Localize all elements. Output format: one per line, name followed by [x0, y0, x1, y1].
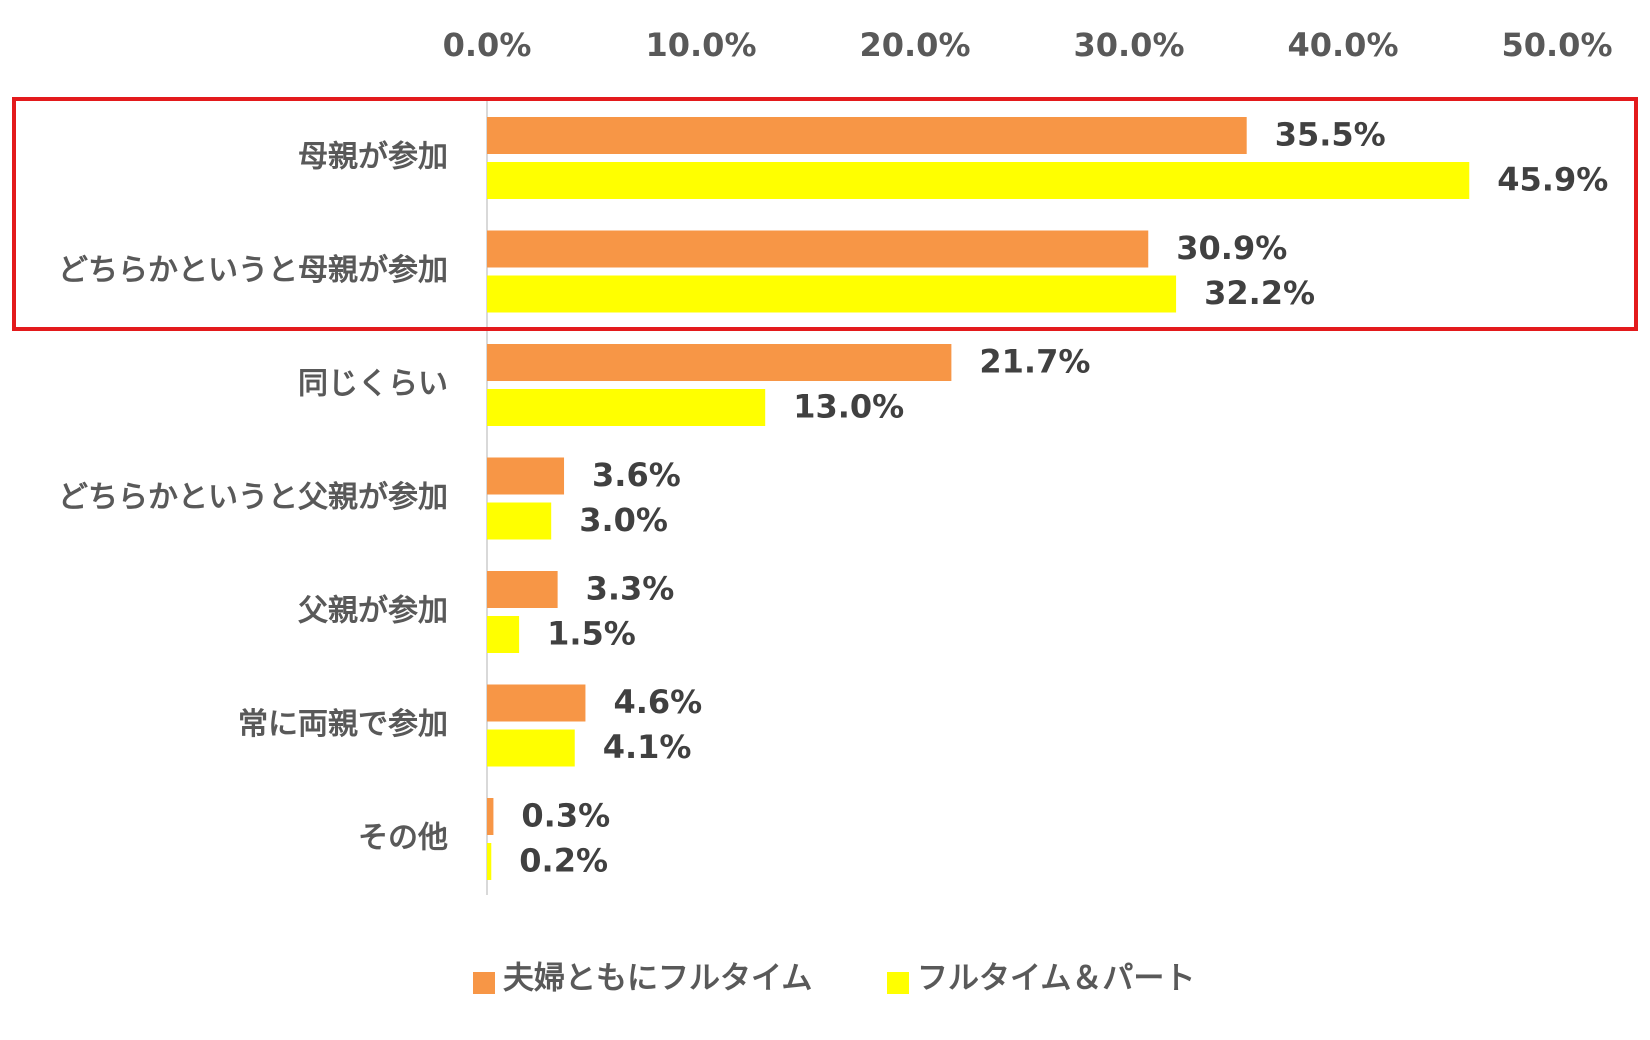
data-label: 3.6% — [592, 456, 681, 494]
category-label: 常に両親で参加 — [238, 707, 448, 742]
x-tick-label: 20.0% — [859, 26, 970, 64]
data-label: 35.5% — [1275, 116, 1386, 154]
bar — [487, 616, 520, 653]
data-labels: 35.5% 30.9% 21.7% 3.6% 3.3% 4.6% 0.3% 45.9% 32.2… — [519, 116, 1608, 880]
data-label: 1.5% — [547, 615, 636, 653]
category-labels: 母親が参加どちらかというと母親が参加同じくらいどちらかというと父親が参加父親が参… — [58, 140, 448, 856]
legend-swatch-full-part — [887, 972, 909, 994]
category-label: どちらかというと母親が参加 — [58, 253, 448, 288]
legend-label-full-time: 夫婦ともにフルタイム — [503, 961, 812, 997]
bar — [487, 344, 952, 381]
highlight-box — [12, 97, 1638, 331]
bars — [487, 117, 1470, 880]
data-label: 13.0% — [793, 388, 904, 426]
bar — [487, 843, 492, 880]
bar — [487, 117, 1247, 154]
x-tick-label: 10.0% — [645, 26, 756, 64]
bar — [487, 457, 565, 495]
x-tick-label: 30.0% — [1073, 26, 1184, 64]
category-label: 母親が参加 — [298, 140, 448, 175]
category-label: 父親が参加 — [298, 594, 448, 629]
legend: 夫婦ともにフルタイム フルタイム＆パート — [473, 961, 1195, 997]
x-tick-label: 50.0% — [1501, 26, 1612, 64]
category-label: 同じくらい — [298, 367, 448, 402]
data-label: 45.9% — [1497, 161, 1608, 199]
legend-label-full-part: フルタイム＆パート — [917, 961, 1195, 997]
bar — [487, 729, 575, 767]
x-axis-ticks: 0.0% 10.0% 20.0% 30.0% 40.0% 50.0% — [443, 26, 1613, 64]
bar — [487, 389, 766, 426]
category-label: その他 — [358, 821, 448, 856]
x-tick-label: 40.0% — [1287, 26, 1398, 64]
x-tick-label: 0.0% — [443, 26, 532, 64]
bar — [487, 571, 558, 608]
bar — [487, 684, 586, 722]
bar — [487, 275, 1177, 313]
data-label: 30.9% — [1176, 229, 1287, 267]
legend-swatch-full-time — [473, 972, 495, 994]
data-label: 0.3% — [521, 797, 610, 835]
data-label: 21.7% — [979, 343, 1090, 381]
data-label: 4.1% — [603, 728, 692, 766]
category-label: どちらかというと父親が参加 — [58, 480, 448, 515]
data-label: 0.2% — [519, 842, 608, 880]
data-label: 32.2% — [1204, 274, 1315, 312]
data-label: 3.0% — [579, 501, 668, 539]
data-label: 4.6% — [613, 683, 702, 721]
data-label: 3.3% — [586, 570, 675, 608]
bar — [487, 162, 1470, 199]
bar — [487, 230, 1149, 268]
bar — [487, 502, 552, 540]
bar — [487, 798, 494, 835]
